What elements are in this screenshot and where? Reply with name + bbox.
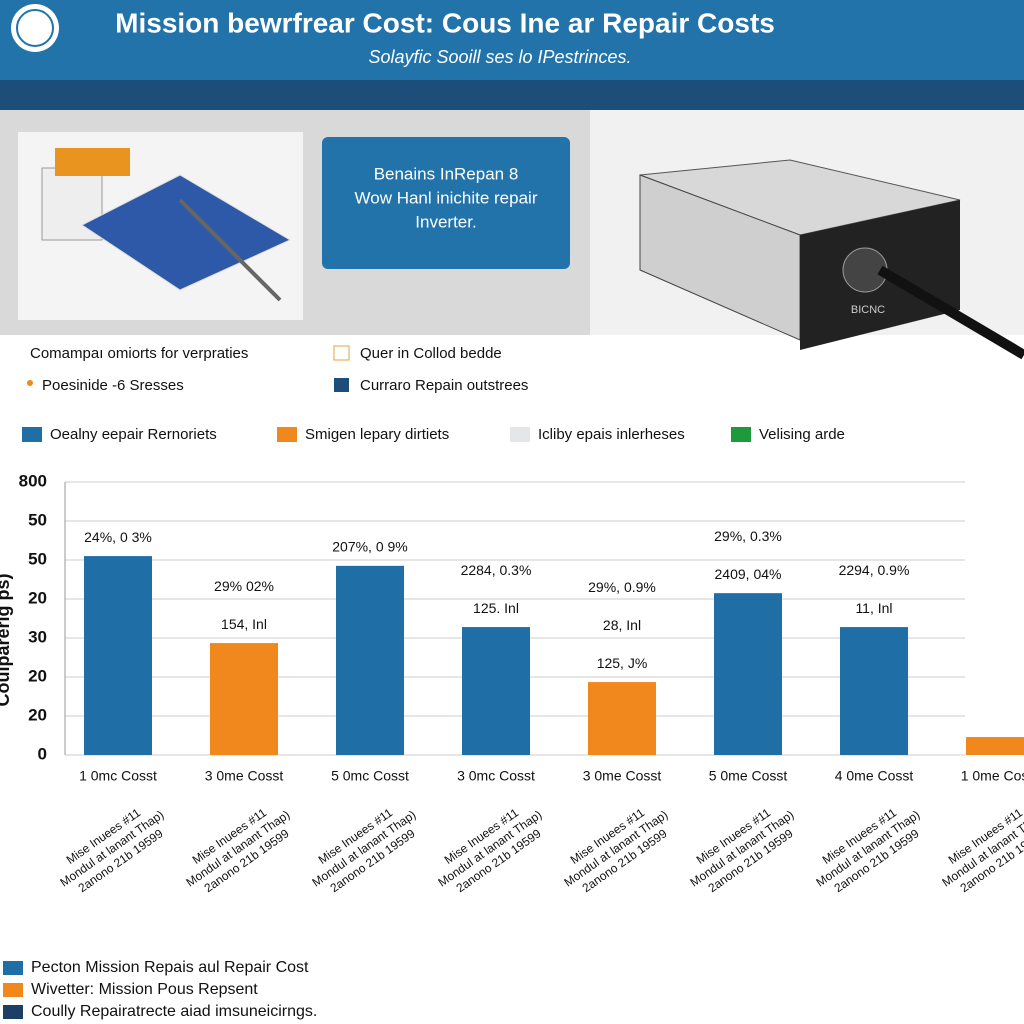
title: Mission bewrfrear Cost: Cous Ine ar Repa… [115,7,775,38]
logo-ring [16,9,54,47]
y-tick-label: 20 [28,588,47,607]
x-tick-label: 3 0me Cosst [205,768,284,784]
legend-swatch [731,427,751,442]
bar [462,627,530,755]
y-tick-label: 20 [28,705,47,724]
legend-label: Oealny eepair Rernoriets [50,426,217,443]
x-tick-label: 5 0me Cosst [709,768,788,784]
callout-line: Wow Hanl inichite repair [355,188,538,207]
device-label: BICNC [851,304,885,316]
bar-annotation: 29%, 0.3% [714,528,782,544]
footer-swatch [3,983,23,997]
key-text: Curraro Repain outstrees [360,377,528,394]
cable [877,265,1024,360]
bar-annotation: 2409, 04% [715,566,782,582]
header [0,0,1024,80]
x-tick-label: 5 0mc Cosst [331,768,409,784]
generator-top [55,148,130,176]
bar [840,627,908,755]
key-dot [27,380,33,386]
y-tick-label: 800 [19,471,47,490]
legend-swatch [510,427,530,442]
bar [336,565,404,755]
x-tick-label: 4 0me Cosst [835,768,914,784]
x-tick-label: 3 0mc Cosst [457,768,535,784]
subtitle: Solayfic Sooill ses lo IPestrinces. [368,47,631,67]
bar [588,682,656,755]
legend-swatch [22,427,42,442]
bar [84,556,152,755]
bar-annotation: 29% 02% [214,578,274,594]
key-text: Poesinide -6 Sresses [42,377,184,394]
bar-annotation: 2294, 0.9% [839,562,910,578]
bar-annotation: 207%, 0 9% [332,539,408,555]
footer-label: Pecton Mission Repais aul Repair Cost [31,959,309,976]
legend-label: Icliby epais inlerheses [538,426,685,443]
legend-swatch [277,427,297,442]
callout [322,137,570,269]
callout-line: Inverter. [415,212,476,231]
bar-annotation: 11, Inl [855,600,892,616]
solar-panel [81,174,292,291]
bar-annotation: 125. Inl [473,600,519,616]
y-tick-label: 30 [28,627,47,646]
y-tick-label: 50 [28,549,47,568]
panel-arm [178,198,282,302]
bar-annotation: 125, J% [597,655,648,671]
x-tick-label: 1 0mc Cosst [79,768,157,784]
key-text: Quer in Collod bedde [360,345,502,362]
key-text: Comampaı omiorts for verpraties [30,345,248,362]
key-swatch [334,378,349,392]
footer-swatch [3,1005,23,1019]
footer-label: Coully Repairatrecte aiad imsuneicirngs. [31,1003,317,1020]
y-tick-label: 20 [28,666,47,685]
x-tick-label: 3 0me Cosst [583,768,662,784]
y-tick-label: 50 [28,510,47,529]
legend-label: Smigen lepary dirtiets [305,426,449,443]
footer-label: Wivetter: Mission Pous Repsent [31,981,258,998]
bar-annotation: 28, Inl [603,617,641,633]
y-axis-label: Couiparerig ps) [0,573,13,706]
bar [210,643,278,755]
bar [966,737,1024,755]
callout-line: Benains InRepan 8 [374,164,519,183]
logo [11,4,59,52]
bar-annotation: 24%, 0 3% [84,529,152,545]
bar-annotation: 2284, 0.3% [461,562,532,578]
header-band [0,80,1024,110]
bar-annotation: 29%, 0.9% [588,579,656,595]
legend-label: Velising arde [759,426,845,443]
y-tick-label: 0 [38,744,47,763]
bar-annotation: 154, Inl [221,616,267,632]
footer-swatch [3,961,23,975]
key-swatch [333,345,350,361]
bar [714,593,782,755]
x-tick-label: 1 0me Cosst [961,768,1024,784]
